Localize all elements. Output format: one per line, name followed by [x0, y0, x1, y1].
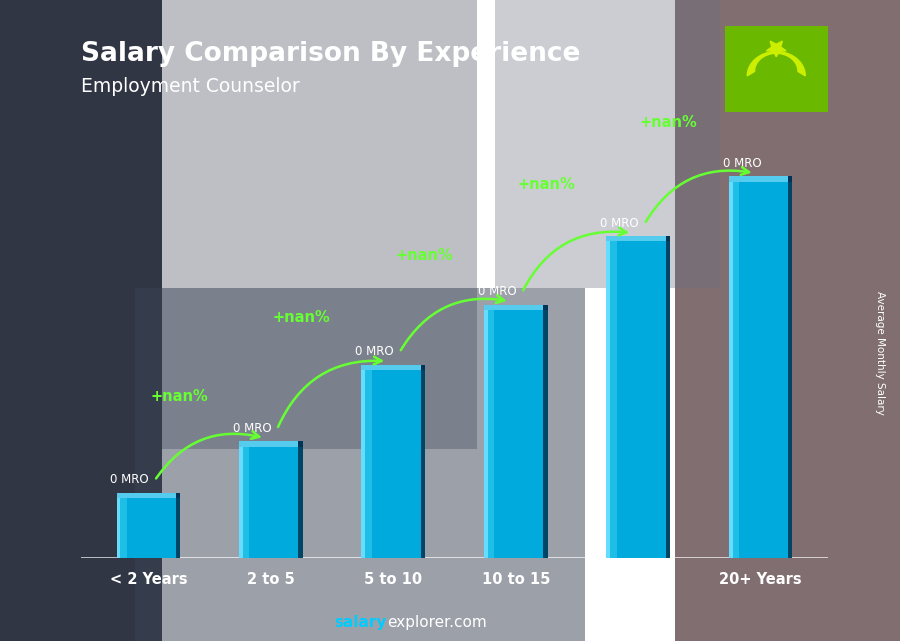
Text: Average Monthly Salary: Average Monthly Salary [875, 290, 886, 415]
Bar [239, 447, 298, 558]
Bar [298, 447, 302, 558]
Text: 0 MRO: 0 MRO [233, 422, 272, 435]
Bar [543, 310, 547, 558]
Text: +nan%: +nan% [273, 310, 330, 325]
Bar [135, 288, 585, 641]
Bar [116, 498, 176, 558]
Text: +nan%: +nan% [518, 178, 575, 192]
Bar [666, 237, 670, 242]
Bar [362, 370, 420, 558]
Text: 0 MRO: 0 MRO [723, 157, 761, 170]
Text: Employment Counselor: Employment Counselor [81, 77, 300, 96]
Bar [729, 181, 733, 558]
Text: Salary Comparison By Experience: Salary Comparison By Experience [81, 41, 580, 67]
Bar [484, 310, 488, 558]
Text: 0 MRO: 0 MRO [111, 473, 149, 487]
Bar [243, 447, 249, 558]
Bar [495, 0, 720, 288]
Bar [420, 365, 425, 370]
Text: 0 MRO: 0 MRO [478, 285, 517, 298]
Bar [484, 310, 543, 558]
Bar [607, 242, 666, 558]
Bar [675, 0, 900, 641]
Bar [121, 498, 127, 558]
Bar [543, 304, 547, 310]
Text: +nan%: +nan% [640, 115, 698, 130]
Text: salary: salary [335, 615, 387, 630]
Text: +nan%: +nan% [150, 389, 208, 404]
Bar [362, 370, 365, 558]
Bar [298, 442, 302, 447]
Bar [788, 181, 793, 558]
Bar [0, 0, 162, 641]
Polygon shape [767, 41, 786, 57]
Bar [607, 242, 610, 558]
Text: 0 MRO: 0 MRO [356, 345, 394, 358]
Bar [729, 176, 788, 181]
Bar [162, 0, 477, 449]
Text: explorer.com: explorer.com [387, 615, 487, 630]
Bar [116, 498, 121, 558]
Bar [607, 237, 666, 242]
Bar [484, 304, 543, 310]
Bar [176, 498, 180, 558]
Bar [116, 493, 176, 498]
Bar [788, 176, 793, 181]
Bar [666, 242, 670, 558]
Bar [729, 181, 788, 558]
Bar [239, 447, 243, 558]
Bar [610, 242, 616, 558]
Bar [420, 370, 425, 558]
Bar [733, 181, 739, 558]
Bar [176, 493, 180, 498]
Text: +nan%: +nan% [395, 248, 453, 263]
Bar [488, 310, 494, 558]
Bar [362, 365, 420, 370]
Bar [365, 370, 372, 558]
Bar [239, 442, 298, 447]
Polygon shape [747, 52, 806, 76]
Text: 0 MRO: 0 MRO [600, 217, 639, 230]
